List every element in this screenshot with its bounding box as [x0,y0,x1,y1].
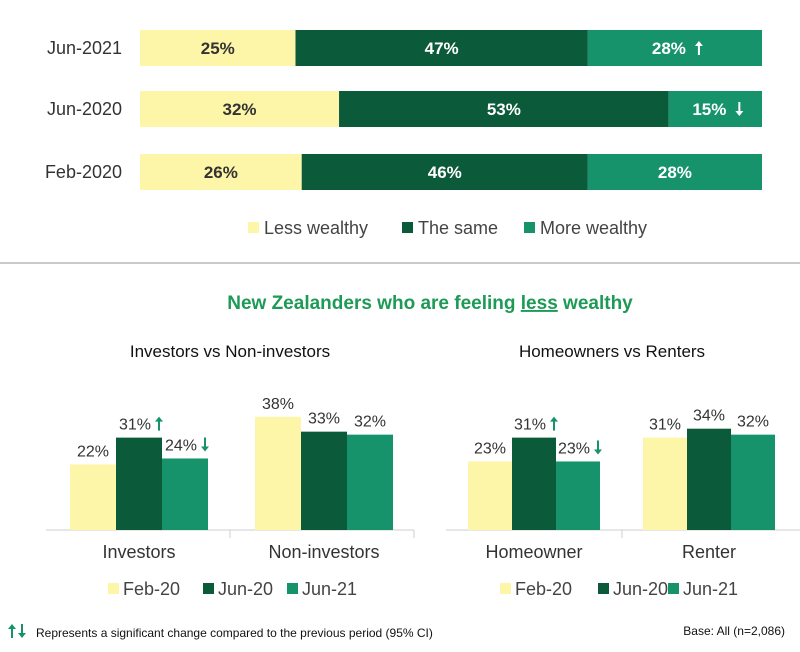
footnote-up-arrow-head [8,624,16,629]
bar-0-1 [512,437,556,530]
segment-label-0-1: 47% [425,39,459,58]
bar-label-1-2: 32% [737,414,769,431]
category-label-0: Homeowner [485,542,582,562]
section-title-post: wealthy [558,293,633,314]
bar-1-2 [347,434,393,530]
bar-label-0-0: 23% [474,440,506,457]
bar-1-1 [687,428,731,530]
legend-label-0: Less wealthy [264,218,368,238]
bar-1-0 [255,416,301,530]
change-arrow-0-2-head [594,449,602,455]
stacked-bar-chart: Jun-2021 25% 47% 28% Jun-2020 32% 53% 15% Feb-20… [45,30,762,238]
bar-segment-0-1 [295,30,588,66]
segment-label-1-1: 53% [487,100,521,119]
legend-label-0: Feb-20 [515,579,572,599]
bar-label-1-2: 32% [354,414,386,431]
footnote: Represents a significant change compared… [8,624,433,640]
bar-label-0-1: 31% [514,417,546,434]
bar-0-2 [556,461,600,530]
bar-label-1-0: 38% [262,396,294,413]
bar-label-1-0: 31% [649,417,681,434]
legend-swatch-0 [108,583,119,594]
footnote-text: Represents a significant change compared… [36,626,433,640]
category-label-0: Jun-2021 [47,38,122,58]
change-arrow-0-1-head [155,416,163,422]
bar-segment-1-0 [140,91,340,127]
change-arrow-0-2 [694,41,703,55]
bar-1-2 [731,434,775,530]
legend-swatch-2 [668,583,679,594]
category-label-0: Investors [102,542,175,562]
legend-label-0: Feb-20 [123,579,180,599]
change-arrow-0-2 [201,437,209,452]
segment-label-0-0: 25% [201,39,235,58]
change-arrow-0-1 [550,416,558,431]
change-arrow-0-1-head [550,416,558,422]
bar-0-0 [70,464,116,530]
legend-swatch-1 [203,583,214,594]
category-label-1: Non-investors [268,542,379,562]
footnote-down-arrow [18,624,26,638]
bar-segment-0-2 [587,30,762,66]
bar-segment-2-1 [301,154,588,190]
segment-label-0-2: 28% [652,39,686,58]
footnote-down-arrow-head [18,633,26,638]
homeowners-bar-chart: Homeowners vs Renters 23% 31% 23% Homeowner 3… [446,342,800,599]
base-note: Base: All (n=2,086) [683,624,785,638]
bar-0-1 [116,437,162,530]
footnote-up-arrow [8,624,16,638]
subchart-title: Homeowners vs Renters [519,342,705,361]
legend-swatch-0 [248,222,259,233]
investors-bar-chart: Investors vs Non-investors 22% 31% 24% Inves… [46,342,415,599]
segment-label-1-2: 15% [692,100,726,119]
subchart-title: Investors vs Non-investors [130,342,330,361]
change-arrow-1-2 [735,102,744,116]
segment-label-2-2: 28% [658,163,692,182]
bar-label-1-1: 33% [308,411,340,428]
bar-segment-1-1 [339,91,669,127]
bar-segment-0-0 [140,30,296,66]
bar-label-0-0: 22% [77,443,109,460]
legend-label-2: More wealthy [540,218,647,238]
bar-label-0-2: 24% [165,437,197,454]
bar-label-0-2: 23% [558,440,590,457]
significance-arrows-icon [8,624,26,638]
segment-label-2-1: 46% [428,163,462,182]
bar-segment-2-2 [587,154,762,190]
legend-swatch-1 [402,222,413,233]
section-title-pre: New Zealanders who are feeling [227,293,521,314]
legend-swatch-1 [598,583,609,594]
bar-label-0-1: 31% [119,417,151,434]
bar-segment-2-0 [140,154,302,190]
section-title-emph: less [521,293,558,314]
change-arrow-0-2-head [694,41,703,46]
bar-0-2 [162,458,208,530]
segment-label-1-0: 32% [223,100,257,119]
change-arrow-1-2-head [735,111,744,116]
legend-label-2: Jun-21 [302,579,357,599]
legend-label-1: Jun-20 [613,579,668,599]
segment-label-2-0: 26% [204,163,238,182]
bar-1-1 [301,431,347,530]
bar-label-1-1: 34% [693,408,725,425]
bar-segment-1-2 [668,91,762,127]
category-label-1: Jun-2020 [47,99,122,119]
legend-label-2: Jun-21 [683,579,738,599]
change-arrow-0-2 [594,440,602,455]
legend-swatch-2 [524,222,535,233]
change-arrow-0-1 [155,416,163,431]
change-arrow-0-2-head [201,446,209,452]
category-label-2: Feb-2020 [45,162,122,182]
legend-label-1: Jun-20 [218,579,273,599]
bar-1-0 [643,437,687,530]
bar-0-0 [468,461,512,530]
legend-swatch-0 [500,583,511,594]
legend-label-1: The same [418,218,498,238]
section-title: New Zealanders who are feeling less weal… [227,293,633,314]
legend-swatch-2 [287,583,298,594]
category-label-1: Renter [682,542,736,562]
